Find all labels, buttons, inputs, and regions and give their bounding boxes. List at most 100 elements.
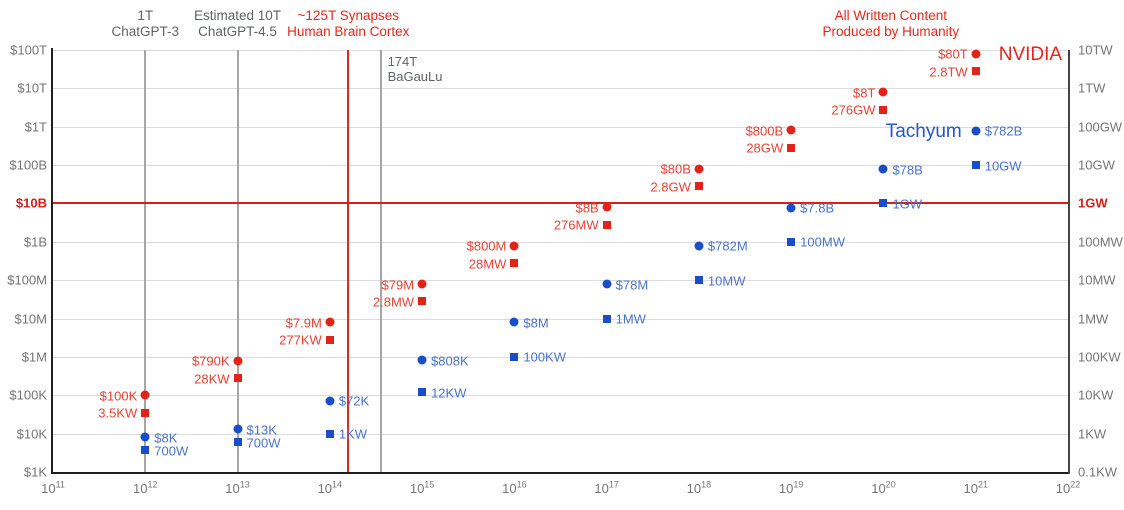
x-tick-label: 1013 <box>225 479 250 496</box>
nvidia-power-label: 28GW <box>746 140 784 156</box>
x-tick-label: 1018 <box>686 479 712 496</box>
x-tick-label: 1011 <box>41 479 65 496</box>
reference-label-chatgpt45: Estimated 10T ChatGPT-4.5 <box>194 8 282 39</box>
reference-line-chatgpt45 <box>236 50 239 472</box>
nvidia-power-marker[interactable] <box>787 143 796 152</box>
tachyum-power-label: 100KW <box>523 349 566 365</box>
reference-line-chatgpt3 <box>144 50 147 472</box>
nvidia-price-label: $7.9M <box>285 315 322 331</box>
power-axis-label: 1MW <box>1078 311 1109 327</box>
x-tick-label: 1016 <box>502 479 527 496</box>
nvidia-price-marker[interactable] <box>878 87 888 97</box>
power-axis-label: 0.1KW <box>1078 464 1118 480</box>
x-axis-line <box>51 472 1068 474</box>
x-tick-label: 1020 <box>871 479 896 496</box>
tachyum-price-marker[interactable] <box>325 396 335 406</box>
nvidia-price-marker[interactable] <box>140 390 150 400</box>
nvidia-price-marker[interactable] <box>694 164 704 174</box>
nvidia-power-marker[interactable] <box>971 67 980 76</box>
nvidia-price-label: $790K <box>191 353 230 369</box>
nvidia-power-marker[interactable] <box>418 297 427 306</box>
price-axis-label: $1T <box>24 119 47 135</box>
price-axis-label: $100B <box>9 157 47 173</box>
nvidia-power-label: 28KW <box>194 371 230 387</box>
tachyum-power-marker[interactable] <box>418 388 427 397</box>
tachyum-price-marker[interactable] <box>233 424 243 434</box>
tachyum-price-marker[interactable] <box>140 432 150 442</box>
tachyum-power-marker[interactable] <box>141 446 150 455</box>
threshold-line-10b-1gw <box>53 202 1068 205</box>
price-axis-label: $100K <box>9 387 47 403</box>
nvidia-price-marker[interactable] <box>509 241 519 251</box>
reference-label-bagaulu: 174T BaGauLu <box>387 54 443 84</box>
tachyum-price-marker[interactable] <box>786 203 796 213</box>
nvidia-price-marker[interactable] <box>233 356 243 366</box>
tachyum-power-label: 1MW <box>615 311 646 327</box>
y-axis-left-line <box>51 48 53 474</box>
nvidia-price-label: $800B <box>745 123 784 139</box>
reference-line-human-brain-cortex <box>347 50 350 472</box>
nvidia-price-marker[interactable] <box>602 202 612 212</box>
nvidia-power-marker[interactable] <box>510 259 519 268</box>
gridline <box>53 88 1068 90</box>
x-tick-label: 1012 <box>133 479 158 496</box>
nvidia-power-marker[interactable] <box>602 220 611 229</box>
tachyum-power-marker[interactable] <box>233 438 242 447</box>
tachyum-power-marker[interactable] <box>325 429 334 438</box>
nvidia-price-label: $8B <box>575 200 599 216</box>
x-tick-label: 1014 <box>317 479 343 496</box>
reference-line-bagaulu <box>379 50 382 472</box>
tachyum-price-marker[interactable] <box>971 126 981 136</box>
tachyum-price-marker[interactable] <box>602 279 612 289</box>
power-axis-label: 1GW <box>1078 195 1108 211</box>
gridline <box>53 50 1068 51</box>
price-axis-label: $10B <box>15 195 47 211</box>
nvidia-price-marker[interactable] <box>971 49 981 59</box>
tachyum-price-marker[interactable] <box>417 355 427 365</box>
tachyum-price-marker[interactable] <box>509 317 519 327</box>
reference-label-chatgpt3: 1T ChatGPT-3 <box>111 8 180 39</box>
x-tick-label: 1015 <box>409 479 435 496</box>
price-axis-label: $100M <box>7 272 47 288</box>
tachyum-price-marker[interactable] <box>694 241 704 251</box>
nvidia-price-marker[interactable] <box>786 125 796 135</box>
y-axis-right-line <box>1068 50 1070 474</box>
tachyum-power-label: 10MW <box>707 273 746 289</box>
nvidia-power-marker[interactable] <box>325 335 334 344</box>
nvidia-power-marker[interactable] <box>694 182 703 191</box>
nvidia-power-marker[interactable] <box>233 374 242 383</box>
tachyum-price-label: $8K <box>154 430 178 446</box>
tachyum-power-label: 1KW <box>338 426 367 442</box>
gridline <box>53 280 1068 282</box>
gridline <box>53 241 1068 243</box>
tachyum-power-label: 12KW <box>431 385 467 401</box>
nvidia-series-label: NVIDIA <box>998 43 1063 65</box>
tachyum-power-marker[interactable] <box>971 161 980 170</box>
tachyum-price-label: $8M <box>523 315 549 331</box>
power-axis-label: 1KW <box>1078 426 1107 442</box>
tachyum-price-label: $78B <box>892 162 923 178</box>
power-axis-label: 10GW <box>1078 157 1115 173</box>
tachyum-power-label: 100MW <box>800 234 845 250</box>
nvidia-price-marker[interactable] <box>417 279 427 289</box>
x-tick-label: 1021 <box>963 479 988 496</box>
tachyum-price-label: $808K <box>431 353 469 369</box>
x-tick-label: 1022 <box>1055 479 1081 496</box>
tachyum-price-label: $72K <box>338 393 370 409</box>
price-axis-label: $1B <box>23 234 47 250</box>
gridline <box>53 395 1068 397</box>
nvidia-power-label: 2.8TW <box>929 64 968 80</box>
tachyum-price-marker[interactable] <box>878 164 888 174</box>
tachyum-power-marker[interactable] <box>694 276 703 285</box>
nvidia-power-marker[interactable] <box>141 408 150 417</box>
tachyum-power-marker[interactable] <box>510 352 519 361</box>
tachyum-power-marker[interactable] <box>787 237 796 246</box>
tachyum-power-marker[interactable] <box>602 314 611 323</box>
power-axis-label: 10KW <box>1078 387 1114 403</box>
tachyum-power-marker[interactable] <box>879 199 888 208</box>
nvidia-price-marker[interactable] <box>325 317 335 327</box>
nvidia-price-label: $79M <box>381 277 415 293</box>
power-axis-label: 100MW <box>1078 234 1123 250</box>
nvidia-power-marker[interactable] <box>879 105 888 114</box>
annotation-all-written-content: All Written Content Produced by Humanity <box>822 8 960 39</box>
